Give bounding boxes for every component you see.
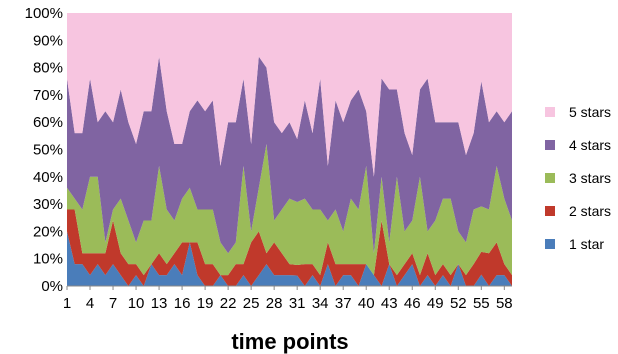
y-tick-label: 30% [33, 196, 63, 213]
legend-label: 5 stars [569, 104, 611, 120]
x-tick-label: 1 [63, 295, 71, 312]
y-tick-label: 20% [33, 223, 63, 240]
legend-swatch [545, 140, 555, 150]
x-tick-label: 34 [312, 295, 329, 312]
y-axis: 0% 10% 20% 30% 40% 50% 60% 70% 80% 90% 100% [25, 5, 63, 295]
area-series-1-star [67, 231, 512, 286]
legend-swatch [545, 206, 555, 216]
y-tick-label: 70% [33, 87, 63, 104]
y-tick-label: 100% [25, 5, 63, 22]
y-tick-label: 10% [33, 251, 63, 268]
area-series-4-stars [67, 56, 512, 254]
x-tick-label: 37 [335, 295, 352, 312]
y-tick-label: 90% [33, 32, 63, 49]
x-tick-label: 22 [220, 295, 237, 312]
x-tick-label: 43 [381, 295, 398, 312]
y-tick-label: 80% [33, 60, 63, 77]
legend-swatch [545, 107, 555, 117]
x-tick-label: 46 [404, 295, 421, 312]
x-tick-label: 4 [86, 295, 94, 312]
x-tick-label: 25 [243, 295, 260, 312]
x-tick-label: 28 [266, 295, 283, 312]
x-tick-label: 16 [174, 295, 191, 312]
x-axis: 1 4 7 10 13 16 19 22 25 28 31 34 37 40 43 46 49 52 55 58 [63, 285, 513, 312]
y-tick-label: 50% [33, 142, 63, 159]
x-tick-label: 10 [128, 295, 145, 312]
legend-swatch [545, 173, 555, 183]
x-axis-title: time points [231, 329, 348, 354]
y-tick-label: 40% [33, 169, 63, 186]
legend: 5 stars 4 stars 3 stars 2 stars 1 star [545, 104, 611, 252]
plot-area [67, 13, 512, 286]
x-tick-label: 52 [450, 295, 467, 312]
area-series-5-stars [67, 13, 512, 177]
x-tick-label: 40 [358, 295, 375, 312]
legend-label: 2 stars [569, 203, 611, 219]
legend-label: 4 stars [569, 137, 611, 153]
area-series-2-stars [67, 209, 512, 286]
legend-label: 1 star [569, 236, 604, 252]
x-tick-label: 58 [496, 295, 513, 312]
x-tick-label: 31 [289, 295, 306, 312]
y-tick-label: 60% [33, 114, 63, 131]
x-tick-label: 49 [427, 295, 444, 312]
x-tick-label: 19 [197, 295, 214, 312]
x-tick-label: 7 [109, 295, 117, 312]
legend-label: 3 stars [569, 170, 611, 186]
y-tick-label: 0% [41, 278, 63, 295]
area-series-3-stars [67, 144, 512, 276]
x-tick-label: 13 [151, 295, 168, 312]
legend-swatch [545, 239, 555, 249]
x-tick-label: 55 [473, 295, 490, 312]
